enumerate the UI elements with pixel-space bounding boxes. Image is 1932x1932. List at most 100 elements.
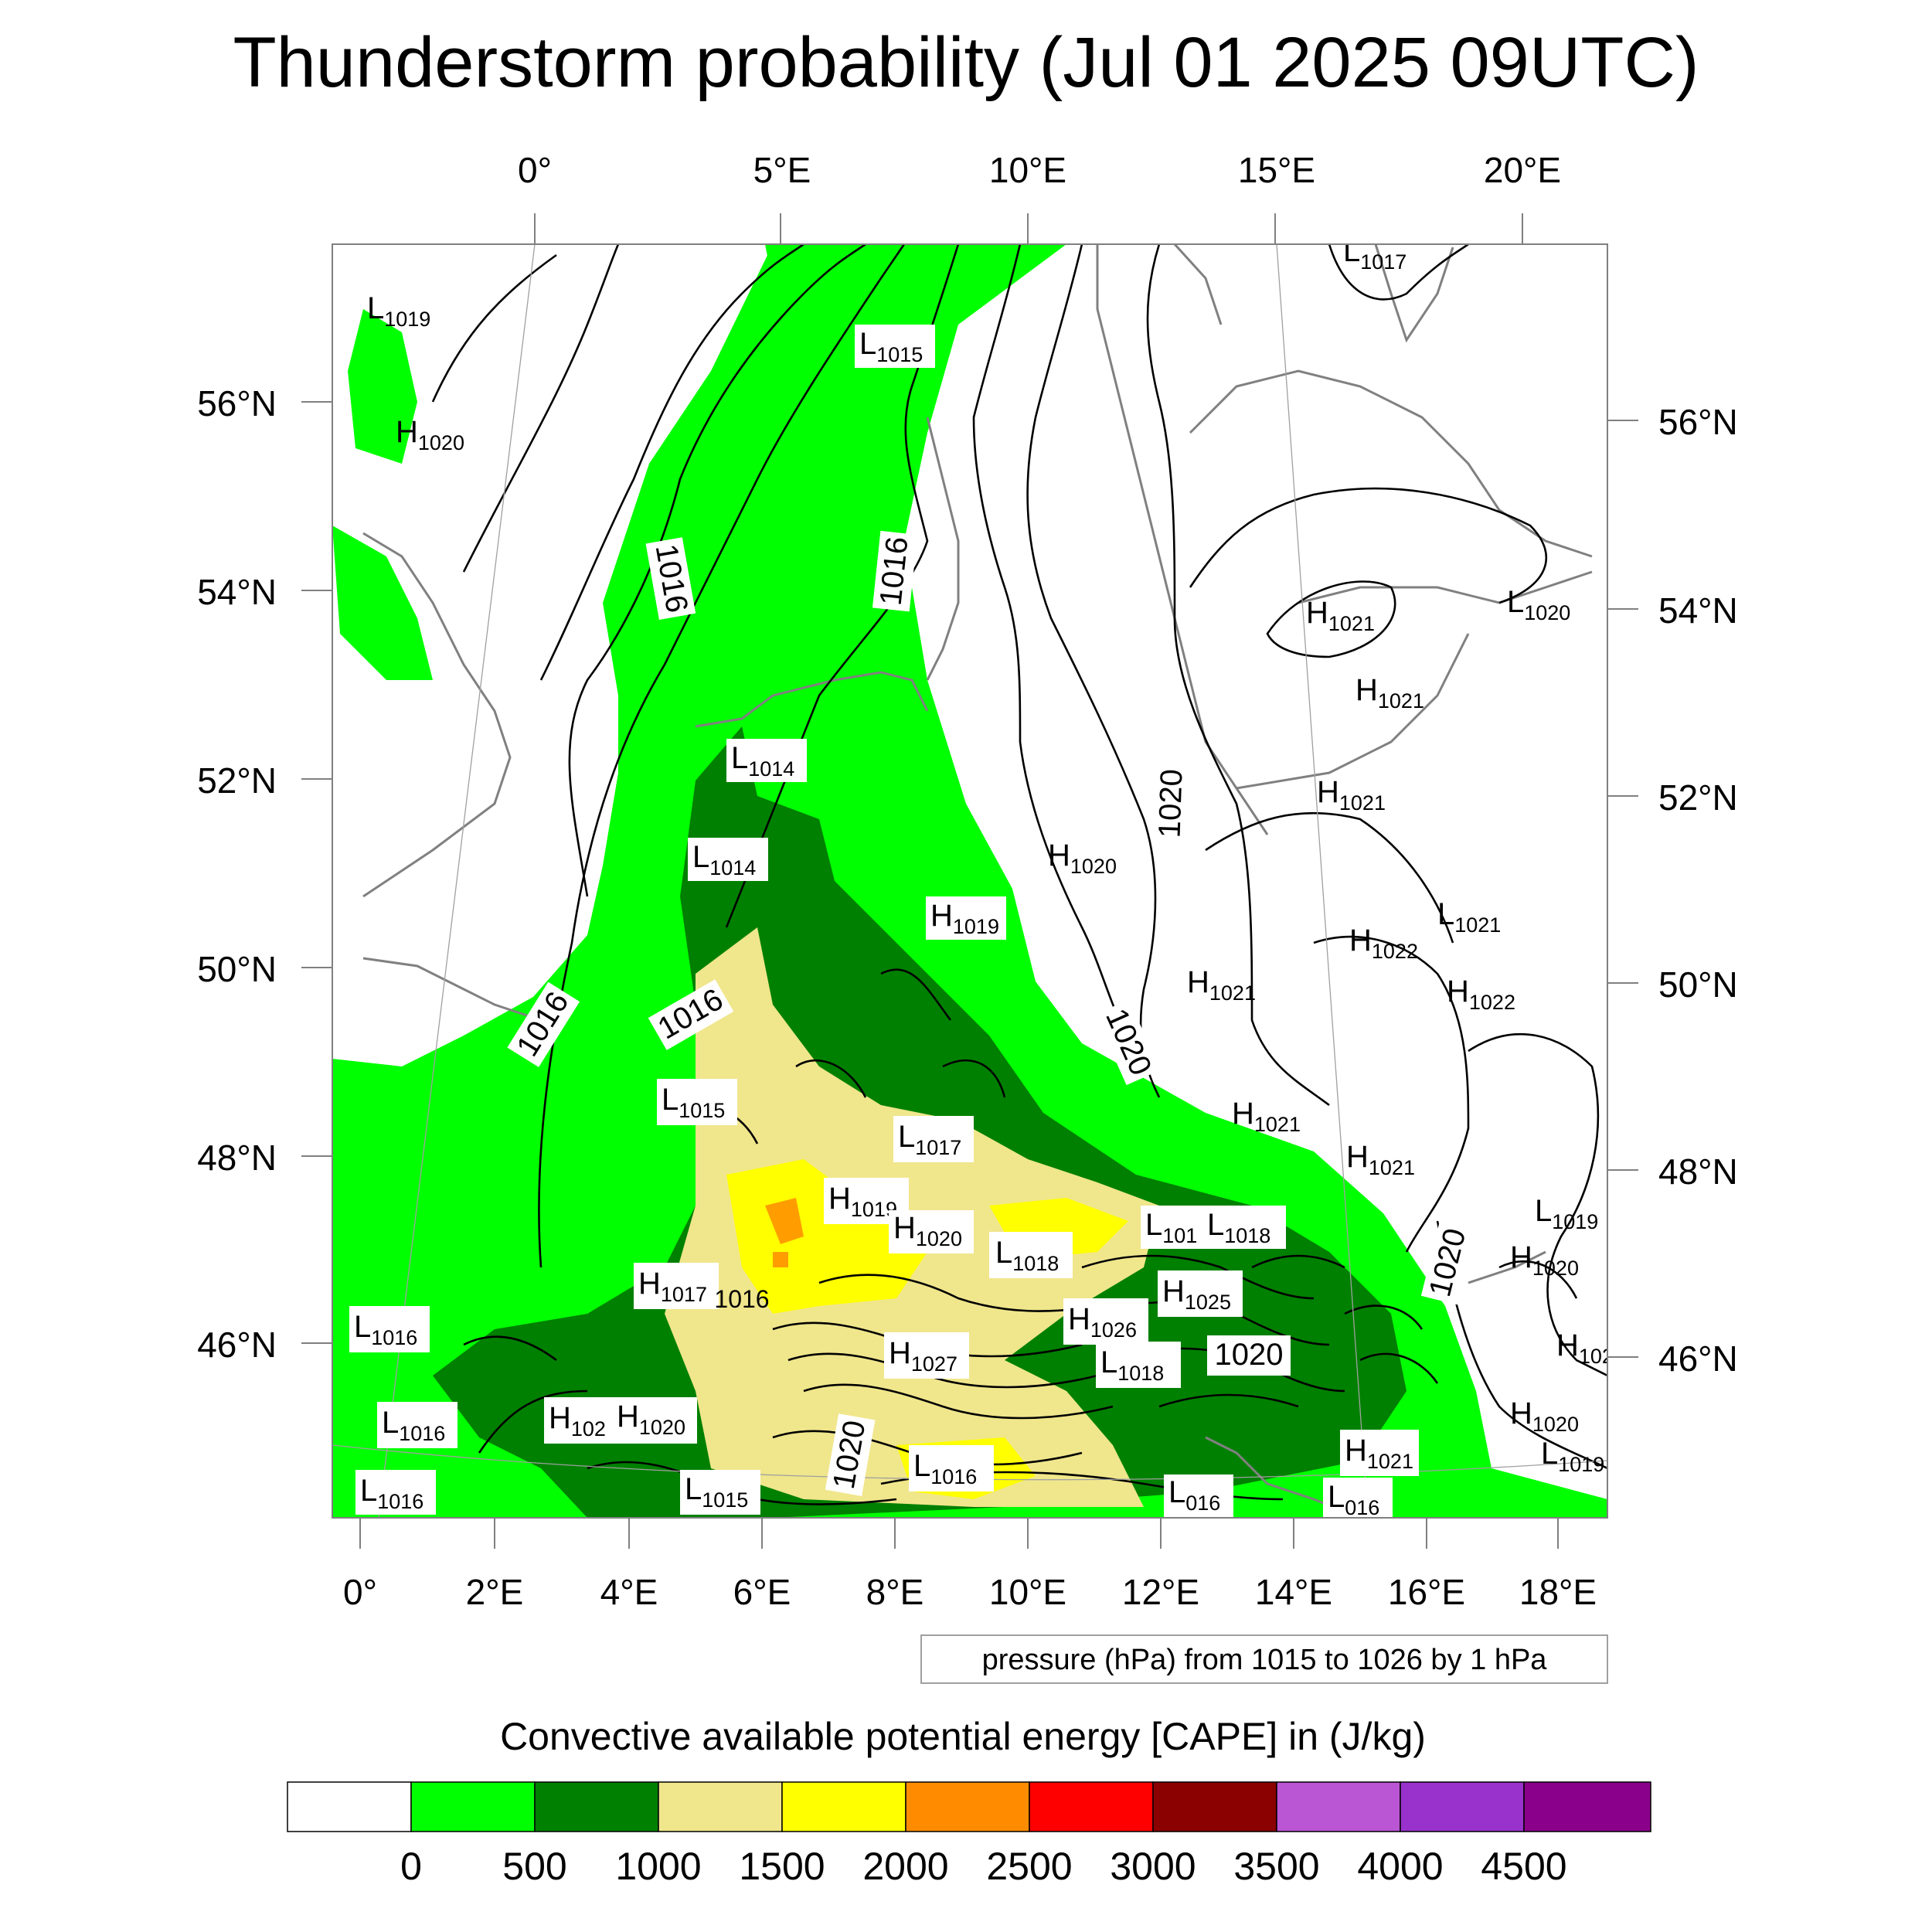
top-lon-label: 5°E: [753, 150, 811, 190]
pressure-center: L1021: [1437, 897, 1501, 937]
pressure-center: L1015: [657, 1079, 737, 1125]
right-lat-label: 46°N: [1658, 1338, 1738, 1379]
bottom-lon-labels: 0° 2°E 4°E 6°E 8°E 10°E 12°E 14°E 16°E 1…: [343, 1572, 1597, 1612]
svg-text:L1016: L1016: [913, 1449, 977, 1488]
pressure-center: L1018: [1204, 1206, 1286, 1249]
pressure-center: H1021: [1306, 596, 1375, 635]
svg-text:H1019: H1019: [930, 899, 999, 938]
bottom-lon-label: 2°E: [466, 1572, 524, 1612]
svg-text:H1017: H1017: [638, 1267, 707, 1306]
pressure-center: H1017: [634, 1263, 719, 1309]
bottom-lon-label: 10°E: [989, 1572, 1066, 1612]
pressure-center: H1020: [1510, 1396, 1579, 1436]
colorbar-label: 0: [400, 1845, 422, 1888]
bottom-lon-label: 16°E: [1388, 1572, 1465, 1612]
pressure-center: L1018: [1096, 1342, 1181, 1388]
svg-text:1020: 1020: [1152, 768, 1189, 838]
bottom-lon-label: 4°E: [600, 1572, 658, 1612]
pressure-center: L1016: [355, 1470, 436, 1515]
colorbar-swatch: [410, 1781, 536, 1832]
right-lat-labels: 56°N 54°N 52°N 50°N 48°N 46°N: [1658, 402, 1738, 1379]
right-lat-label: 48°N: [1658, 1151, 1738, 1192]
pressure-center: L1019: [1541, 1437, 1604, 1476]
contour-label: 1016: [714, 1285, 769, 1313]
svg-text:pressure (hPa) from 1015 to 10: pressure (hPa) from 1015 to 1026 by 1 hP…: [982, 1644, 1548, 1676]
svg-text:H1021: H1021: [1187, 965, 1256, 1005]
top-lon-label: 10°E: [989, 150, 1066, 190]
colorbar-swatch: [1152, 1781, 1277, 1832]
coastlines: [362, 244, 1593, 1518]
svg-text:L016: L016: [1168, 1475, 1220, 1515]
pressure-center: H1019: [926, 896, 1006, 940]
svg-text:H1021: H1021: [1317, 775, 1386, 815]
colorbar-swatch: [1523, 1781, 1651, 1832]
svg-text:L1015: L1015: [662, 1083, 725, 1122]
left-lat-labels: 56°N 54°N 52°N 50°N 48°N 46°N: [197, 383, 277, 1365]
contour-label: 1020: [1151, 764, 1192, 843]
svg-text:H1025: H1025: [1162, 1274, 1231, 1314]
pressure-center: H1020: [612, 1397, 697, 1444]
svg-text:H1020: H1020: [1048, 838, 1117, 878]
pressure-center: H1022: [1349, 923, 1418, 963]
svg-text:H1021: H1021: [1232, 1097, 1301, 1136]
colorbar-swatch: [287, 1781, 412, 1832]
pressure-center: L016: [1164, 1475, 1233, 1518]
bottom-lon-label: 0°: [343, 1572, 377, 1612]
pressure-note: pressure (hPa) from 1015 to 1026 by 1 hP…: [920, 1634, 1608, 1684]
contour-label: 1016: [872, 530, 918, 612]
left-lat-label: 54°N: [197, 572, 277, 612]
left-lat-label: 50°N: [197, 949, 277, 989]
svg-text:H1020: H1020: [617, 1400, 685, 1439]
pressure-center: L1015: [680, 1470, 760, 1515]
svg-text:L1018: L1018: [995, 1236, 1059, 1275]
colorbar-swatch: [534, 1781, 659, 1832]
left-axis: [301, 401, 332, 1344]
pressure-center: L1017: [1343, 244, 1406, 274]
pressure-center: H1021: [1232, 1097, 1301, 1136]
svg-text:L1016: L1016: [360, 1474, 423, 1513]
colorbar-swatch: [1276, 1781, 1401, 1832]
svg-text:L1021: L1021: [1437, 897, 1501, 937]
colorbar-label: 3000: [1110, 1845, 1196, 1888]
left-lat-label: 46°N: [197, 1325, 277, 1365]
pressure-center: L1015: [855, 325, 935, 368]
svg-text:1020: 1020: [1215, 1338, 1284, 1372]
svg-text:H1021: H1021: [1355, 673, 1424, 713]
pressure-center: H1020: [1510, 1240, 1579, 1280]
svg-text:H1021: H1021: [1306, 596, 1375, 635]
pressure-center: H1021: [1317, 775, 1386, 815]
pressure-center: H1022: [1447, 975, 1515, 1014]
pressure-center: L1016: [349, 1306, 430, 1352]
pressure-center: L1019: [1535, 1194, 1598, 1233]
pressure-center: L101: [1141, 1206, 1210, 1249]
svg-text:L1019: L1019: [367, 291, 430, 331]
svg-text:H1020: H1020: [396, 415, 464, 454]
left-lat-label: 48°N: [197, 1138, 277, 1178]
svg-text:H1020: H1020: [893, 1211, 962, 1250]
right-axis: [1607, 420, 1638, 1358]
svg-text:L1018: L1018: [1100, 1345, 1164, 1385]
right-lat-label: 56°N: [1658, 402, 1738, 442]
colorbar-swatch: [781, 1781, 906, 1832]
pressure-center: H1021: [1187, 965, 1256, 1005]
colorbar-swatch: [658, 1781, 783, 1832]
top-lon-label: 0°: [518, 150, 552, 190]
colorbar-label: 2000: [862, 1845, 948, 1888]
colorbar-swatch: [1400, 1781, 1525, 1832]
right-lat-label: 54°N: [1658, 590, 1738, 631]
pressure-center: L1014: [688, 838, 768, 881]
svg-text:1016: 1016: [874, 536, 915, 607]
pressure-center: L1018: [989, 1232, 1073, 1278]
pressure-center: H1021: [1346, 1140, 1415, 1179]
colorbar-swatch: [1029, 1781, 1154, 1832]
svg-text:H1027: H1027: [889, 1336, 957, 1376]
colorbar-swatch: [905, 1781, 1030, 1832]
pressure-center: H1025: [1158, 1270, 1243, 1317]
top-lon-labels: 0° 5°E 10°E 15°E 20°E: [518, 150, 1561, 190]
svg-text:H1020: H1020: [1510, 1240, 1579, 1280]
svg-text:L1019: L1019: [1535, 1194, 1598, 1233]
bottom-lon-label: 12°E: [1122, 1572, 1199, 1612]
colorbar-title: Convective available potential energy [C…: [500, 1715, 1426, 1758]
pressure-center: H102: [1556, 1328, 1607, 1368]
